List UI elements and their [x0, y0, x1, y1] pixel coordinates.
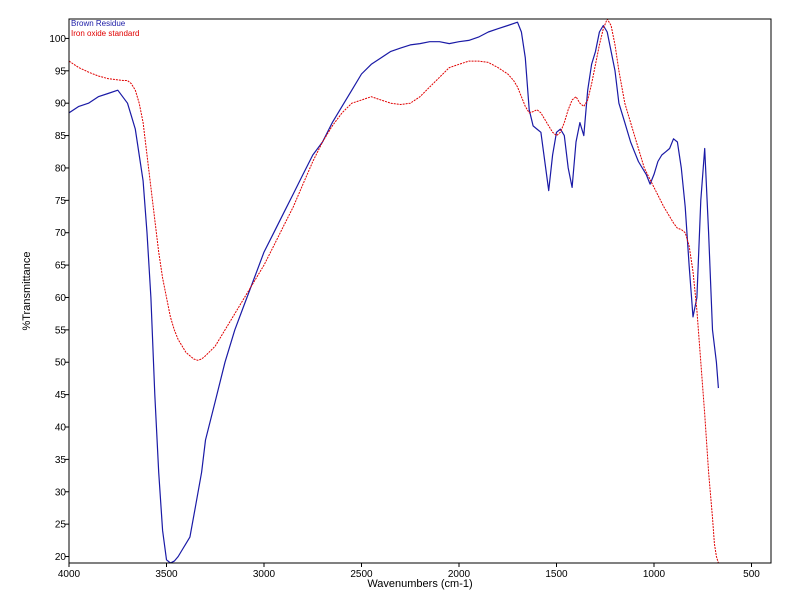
x-axis-title: Wavenumbers (cm-1): [367, 578, 472, 590]
legend-entry: Brown Residue: [71, 19, 126, 28]
series-line-brown-residue: [69, 21, 719, 563]
y-tick-label: 50: [55, 358, 67, 369]
x-tick-label: 2000: [448, 569, 471, 580]
series-line-iron-oxide-standard: [69, 19, 719, 563]
y-tick-label: 55: [55, 325, 67, 336]
y-tick-label: 85: [55, 131, 67, 142]
x-tick-label: 3000: [253, 569, 276, 580]
y-tick-label: 70: [55, 228, 67, 239]
y-tick-label: 100: [49, 34, 66, 45]
x-tick-label: 2500: [350, 569, 373, 580]
series-layer: [69, 19, 719, 563]
y-tick-label: 40: [55, 423, 67, 434]
y-tick-label: 65: [55, 261, 67, 272]
y-tick-label: 95: [55, 66, 67, 77]
x-axis: 4000 3500 3000 2500 2000 1500 1000 500: [58, 563, 760, 580]
plot-background: [69, 19, 771, 563]
legend-entry: Iron oxide standard: [71, 29, 140, 38]
y-tick-label: 35: [55, 455, 67, 466]
y-axis: 20 25 30 35 40 45 50 55 60 65 70 75 80 85 90 95 100: [49, 34, 69, 563]
x-tick-label: 500: [743, 569, 760, 580]
y-tick-label: 80: [55, 163, 67, 174]
y-tick-label: 90: [55, 99, 67, 110]
x-tick-label: 3500: [155, 569, 178, 580]
y-tick-label: 20: [55, 552, 67, 563]
y-tick-label: 25: [55, 520, 67, 531]
y-tick-label: 45: [55, 390, 67, 401]
y-tick-label: 30: [55, 487, 67, 498]
y-tick-label: 75: [55, 196, 67, 207]
y-axis-title: %Transmittance: [21, 251, 33, 330]
x-tick-label: 4000: [58, 569, 81, 580]
y-tick-label: 60: [55, 293, 67, 304]
x-tick-label: 1000: [643, 569, 666, 580]
x-tick-label: 1500: [545, 569, 568, 580]
plot-frame: [68, 18, 772, 564]
